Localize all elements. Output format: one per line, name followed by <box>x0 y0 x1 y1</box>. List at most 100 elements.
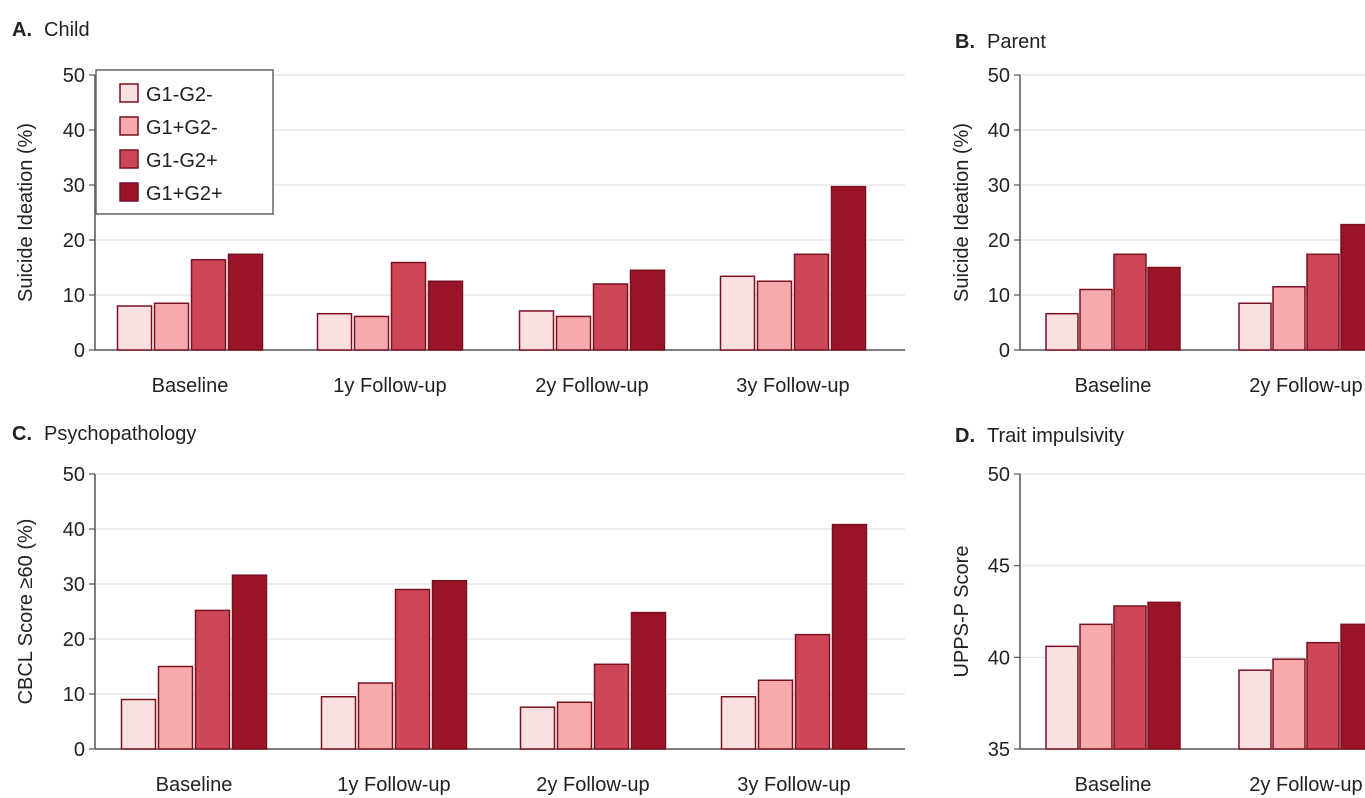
bar <box>1147 601 1181 750</box>
y-tick-label: 10 <box>63 684 85 706</box>
bar <box>427 280 464 351</box>
bar <box>157 665 194 750</box>
panel-letter: A. <box>12 19 32 41</box>
bar <box>556 701 593 750</box>
bar <box>194 609 231 750</box>
legend-label: G1+G2+ <box>146 183 223 205</box>
legend-swatch <box>119 116 139 136</box>
bar <box>1272 658 1306 750</box>
y-tick-label: 10 <box>63 285 85 307</box>
y-axis-label: CBCL Score ≥60 (%) <box>15 519 37 705</box>
bar <box>431 579 468 750</box>
bar <box>593 663 630 750</box>
bar <box>756 280 793 351</box>
y-tick-label: 30 <box>63 175 85 197</box>
x-category-label: 2y Follow-up <box>535 375 648 397</box>
y-tick-label: 50 <box>988 65 1010 87</box>
bar <box>1340 223 1365 351</box>
bar <box>1045 645 1079 750</box>
y-axis-label: Suicide Ideation (%) <box>951 123 973 302</box>
panel-c: C. Psychopathology 0 10 20 30 40 50 CBCL Score ≥… <box>12 423 905 796</box>
y-tick-label: 20 <box>63 629 85 651</box>
x-category-label: Baseline <box>1075 774 1152 796</box>
bar <box>592 283 629 351</box>
panel-b: B. Parent 0 10 20 30 40 50 Suicide Ideation (%) B… <box>951 31 1365 397</box>
bar <box>320 696 357 750</box>
y-tick-label: 40 <box>988 647 1010 669</box>
panel-title: Parent <box>987 31 1046 53</box>
panel-letter: D. <box>955 425 975 447</box>
bar <box>357 682 394 750</box>
x-category-label: Baseline <box>152 375 229 397</box>
bar <box>353 315 390 351</box>
bar <box>1147 266 1181 351</box>
y-tick-label: 30 <box>988 175 1010 197</box>
bar <box>519 706 556 750</box>
bar <box>794 633 831 750</box>
y-tick-label: 0 <box>74 739 85 761</box>
bar <box>190 259 227 351</box>
y-tick-label: 45 <box>988 556 1010 578</box>
bar <box>1045 312 1079 351</box>
bar <box>518 310 555 351</box>
y-tick-label: 20 <box>63 230 85 252</box>
bar <box>629 269 666 351</box>
y-tick-label: 40 <box>63 120 85 142</box>
y-tick-label: 10 <box>988 285 1010 307</box>
bar <box>1272 286 1306 351</box>
panel-letter: C. <box>12 423 32 445</box>
y-axis-label: UPPS-P Score <box>951 546 973 678</box>
x-category-label: 2y Follow-up <box>536 774 649 796</box>
bar <box>120 698 157 750</box>
bar <box>1113 605 1147 750</box>
panel-title: Psychopathology <box>44 423 196 445</box>
bar <box>1079 288 1113 351</box>
bar <box>316 312 353 351</box>
legend-label: G1-G2+ <box>146 150 218 172</box>
bar <box>1113 253 1147 351</box>
panel-title: Child <box>44 19 90 41</box>
bar <box>227 253 264 351</box>
panel-title: Trait impulsivity <box>987 425 1124 447</box>
bar <box>630 611 667 750</box>
bar <box>831 523 868 750</box>
panel-a: A. Child 0 10 20 30 40 50 Suicide Ideation (%) Ba… <box>12 19 905 397</box>
x-category-label: Baseline <box>1075 375 1152 397</box>
y-tick-label: 30 <box>63 574 85 596</box>
x-category-label: 3y Follow-up <box>736 375 849 397</box>
bar <box>793 253 830 351</box>
bar <box>1238 302 1272 351</box>
y-tick-label: 35 <box>988 739 1010 761</box>
legend-swatch <box>119 182 139 202</box>
legend-label: G1+G2- <box>146 117 218 139</box>
bar <box>719 275 756 351</box>
bar <box>390 261 427 351</box>
x-category-label: 2y Follow-up <box>1249 774 1362 796</box>
bar <box>830 185 867 351</box>
legend-swatch <box>119 149 139 169</box>
y-tick-label: 50 <box>63 65 85 87</box>
bar <box>1238 669 1272 750</box>
y-tick-label: 50 <box>63 464 85 486</box>
bar <box>757 679 794 750</box>
y-tick-label: 0 <box>999 340 1010 362</box>
x-category-label: 3y Follow-up <box>737 774 850 796</box>
bar <box>394 588 431 750</box>
y-tick-label: 0 <box>74 340 85 362</box>
x-category-label: 2y Follow-up <box>1249 375 1362 397</box>
bar <box>1340 623 1365 750</box>
y-tick-label: 50 <box>988 464 1010 486</box>
y-tick-label: 40 <box>63 519 85 541</box>
bar <box>555 315 592 351</box>
x-category-label: Baseline <box>156 774 233 796</box>
legend-label: G1-G2- <box>146 84 213 106</box>
bar <box>116 305 153 351</box>
bar <box>1306 641 1340 750</box>
y-tick-label: 40 <box>988 120 1010 142</box>
bar <box>231 574 268 750</box>
bar <box>720 696 757 750</box>
bar <box>153 302 190 351</box>
panel-d: D. Trait impulsivity 35 40 45 50 UPPS-P Score B… <box>951 425 1365 796</box>
x-category-label: 1y Follow-up <box>337 774 450 796</box>
